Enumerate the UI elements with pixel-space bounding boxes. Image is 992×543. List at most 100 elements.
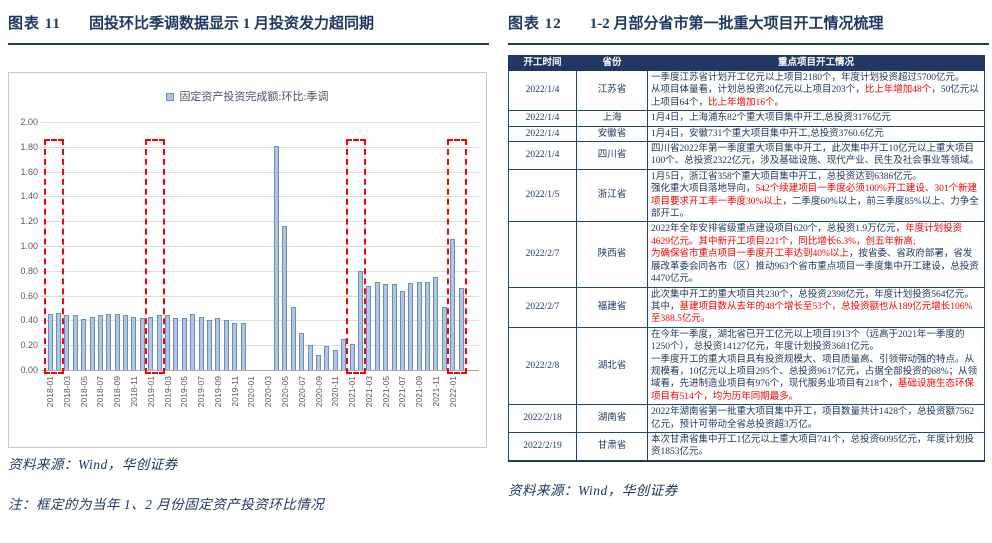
y-axis-tick: 0.60	[20, 290, 38, 301]
bar-2019-04	[173, 317, 179, 370]
x-axis-tick: 2021-05	[380, 376, 391, 408]
cell-detail: 一季度江苏省计划开工亿元以上项目2180个，年度计划投资超过5700亿元。 从项…	[647, 69, 985, 112]
detail-text: 四川省2022年第一季度重大项目集中开工，此次集中开工10亿元以上重大项目100…	[651, 144, 979, 167]
highlighted-text: 比上年增加48个	[864, 85, 932, 96]
table-row: 2022/1/5 浙江省 1月5日，浙江省358个重大项目集中开工，总投资达到638…	[508, 168, 985, 223]
table-row: 2022/1/4 安徽省 1月4日，安徽731个重大项目集中开工,总投资3760.6…	[508, 125, 985, 143]
x-axis-tick: 2020-03	[263, 376, 274, 408]
y-axis-tick: 2.00	[20, 117, 38, 127]
table-row: 2022/2/19 甘肃省 本次甘肃省集中开工1亿元以上重大项目741个，总投资60…	[508, 431, 985, 462]
y-axis-tick: 0.00	[20, 365, 38, 375]
x-axis-tick: 2018-05	[78, 376, 89, 408]
gridline	[41, 345, 479, 347]
bar-2021-12	[441, 306, 447, 370]
figure12-source: 资料来源：Wind，华创证券	[508, 483, 678, 498]
cell-province: 上海	[576, 110, 648, 127]
x-axis-tick: 2021-11	[430, 376, 441, 407]
figure11-title-text: 固投环比季调数据显示 1 月投资发力超同期	[88, 16, 374, 32]
bar-2021-06	[391, 284, 397, 370]
gridline	[41, 196, 479, 198]
x-axis-tick: 2021-03	[363, 376, 374, 408]
x-axis-tick: 2019-07	[196, 376, 206, 408]
cell-province: 浙江省	[576, 168, 648, 223]
highlighted-text: 542个续建项目一季度必须100%开工建设、301个新建项目要求开工率一季度30…	[651, 184, 978, 207]
y-axis-tick: 0.20	[20, 340, 38, 351]
gridline	[41, 370, 479, 371]
x-axis-tick: 2018-03	[61, 376, 72, 408]
bar-2020-07	[299, 332, 305, 370]
cell-detail: 1月5日，浙江省358个重大项目集中开工，总投资达到6386亿元。 强化重大项目…	[647, 168, 985, 223]
bar-2018-09	[114, 314, 120, 370]
y-axis-tick: 0.80	[20, 265, 38, 276]
x-axis-tick: 2020-09	[313, 376, 324, 408]
jan-feb-highlight-box	[446, 139, 468, 374]
x-axis-tick: 2020-11	[330, 376, 341, 407]
bar-2021-04	[374, 282, 380, 370]
bar-2019-05	[181, 317, 187, 370]
bar-2019-08	[206, 320, 212, 370]
bar-2018-02	[55, 313, 61, 370]
x-axis-tick: 2021-01	[347, 376, 357, 408]
bar-2021-08	[408, 283, 414, 370]
table-row: 2022/2/7 陕西省 2022年全年安排省级重点建设项目620个，总投资1.9万…	[508, 221, 985, 288]
bar-2018-12	[139, 317, 145, 370]
table-row: 2022/1/4 上海 1月4日，上海浦东82个重大项目集中开工,总投资3176亿元	[508, 110, 985, 127]
bar-2021-03	[366, 285, 372, 370]
x-axis-tick: 2019-09	[212, 376, 223, 408]
bar-2018-07	[97, 315, 103, 370]
cell-province: 甘肃省	[576, 431, 648, 462]
x-axis-tick: 2019-11	[229, 376, 240, 407]
detail-text: 在今年一季度，湖北省已开工亿元以上项目1913个（远高于2021年一季度的125…	[651, 329, 978, 390]
col-header-date: 开工时间	[508, 55, 577, 71]
bar-2019-11	[232, 322, 238, 370]
x-axis-tick: 2018-11	[128, 376, 139, 407]
x-axis-tick: 2020-01	[246, 376, 257, 408]
bar-2018-08	[106, 314, 112, 370]
cell-detail: 在今年一季度，湖北省已开工亿元以上项目1913个（远高于2021年一季度的125…	[647, 326, 985, 406]
cell-date: 2022/1/4	[508, 125, 577, 143]
cell-date: 2022/1/4	[508, 69, 577, 112]
cell-province: 四川省	[576, 141, 648, 170]
y-axis-tick: 1.60	[20, 166, 38, 177]
gridline	[41, 221, 479, 223]
figure12-title-text: 1-2 月部分省市第一批重大项目开工情况梳理	[589, 16, 884, 32]
bar-2019-01	[148, 316, 154, 370]
fai-mom-sa-bar-chart: 固定资产投资完成额:环比:季调 0.00 0.20 0.40 0.60 0.80 1.00…	[8, 72, 487, 448]
cell-province: 湖南省	[576, 404, 648, 433]
detail-text: 一季度江苏省计划开工亿元以上项目2180个，年度计划投资超过5700亿元。 从项…	[651, 73, 965, 96]
bar-2019-06	[190, 314, 196, 370]
bar-2020-04	[274, 145, 279, 370]
x-axis-tick: 2018-01	[45, 376, 55, 408]
cell-date: 2022/2/8	[508, 326, 577, 406]
bar-2019-09	[215, 317, 221, 370]
jan-feb-highlight-box	[44, 139, 65, 374]
cell-detail: 本次甘肃省集中开工1亿元以上重大项目741个，总投资6095亿元，年度计划投资1…	[647, 431, 985, 462]
bar-2018-05	[81, 319, 87, 370]
cell-detail: 四川省2022年第一季度重大项目集中开工，此次集中开工10亿元以上重大项目100…	[647, 141, 985, 170]
table-row: 2022/2/7 福建省 此次集中开工的重大项目共230个，总投资2398亿元，年度…	[508, 286, 985, 328]
figure12-title: 图表 12 1-2 月部分省市第一批重大项目开工情况梳理	[508, 12, 989, 45]
x-axis-tick: 2018-09	[112, 376, 123, 408]
bar-2018-11	[131, 316, 137, 370]
detail-text: ，二季度60%以上，前三季度85%以上、力争全部开工。	[651, 196, 979, 220]
bar-2021-11	[433, 277, 439, 370]
bar-2022-01	[450, 238, 456, 370]
bar-2021-09	[416, 282, 422, 370]
detail-text: 本次甘肃省集中开工1亿元以上重大项目741个，总投资6095亿元，年度计划投资1…	[651, 434, 975, 458]
cell-date: 2022/2/19	[508, 431, 577, 462]
gridline	[41, 295, 479, 297]
y-axis-tick: 1.20	[20, 216, 38, 227]
cell-date: 2022/1/4	[508, 141, 577, 170]
highlighted-text: 基建项目数从去年的48个增长至53个，总投资额也从189亿元增长106%至388…	[651, 301, 973, 325]
legend-swatch-icon	[166, 93, 175, 101]
bar-2019-03	[165, 315, 170, 370]
jan-feb-highlight-box	[346, 139, 367, 374]
gridline	[41, 246, 479, 247]
bar-2020-09	[316, 355, 321, 370]
detail-text: 1月4日，安徽731个重大项目集中开工,总投资3760.6亿元	[651, 128, 884, 139]
cell-detail: 1月4日，上海浦东82个重大项目集中开工,总投资3176亿元	[647, 110, 985, 127]
bar-2021-05	[383, 284, 389, 370]
cell-detail: 1月4日，安徽731个重大项目集中开工,总投资3760.6亿元	[647, 125, 985, 143]
x-axis-tick: 2020-05	[279, 376, 290, 408]
cell-province: 福建省	[576, 286, 648, 328]
